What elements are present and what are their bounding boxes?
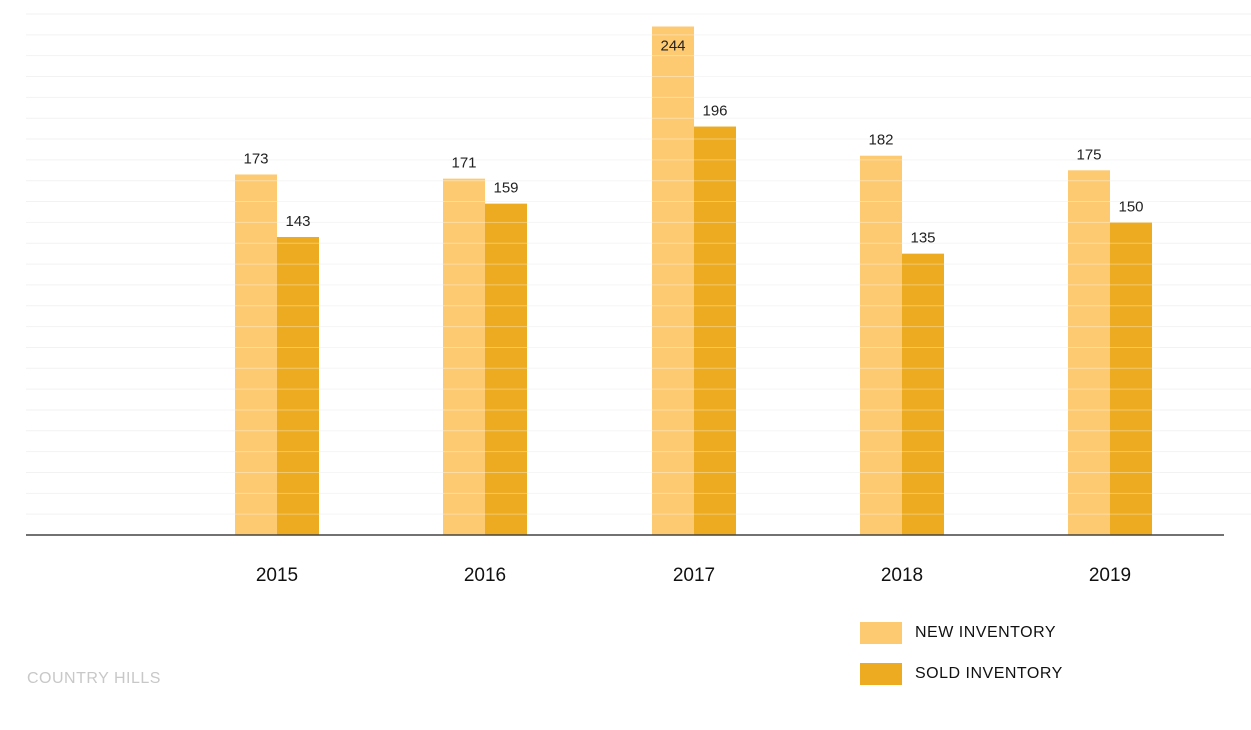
value-label-sold-2015: 143	[285, 213, 310, 230]
bar-sold-2017	[694, 126, 736, 535]
category-label-2016: 2016	[464, 565, 506, 586]
legend-swatch-new-inventory	[860, 622, 902, 644]
bars	[200, 13, 1160, 536]
legend-swatch-sold-inventory	[860, 663, 902, 685]
value-label-sold-2019: 150	[1118, 198, 1143, 215]
value-label-new-2017: 244	[660, 38, 685, 55]
legend-label-sold-inventory: SOLD INVENTORY	[915, 665, 1063, 682]
legend-item-sold-inventory: SOLD INVENTORY	[860, 663, 1063, 685]
value-label-new-2016: 171	[451, 155, 476, 172]
bar-new-2017	[652, 26, 694, 536]
category-label-2015: 2015	[256, 565, 298, 586]
category-label-2019: 2019	[1089, 565, 1131, 586]
category-label-2017: 2017	[673, 565, 715, 586]
category-labels: 2015 2016 2017 2018 2019	[256, 565, 1131, 586]
bar-new-2019	[1068, 170, 1110, 536]
bar-new-2018	[860, 155, 902, 535]
category-label-2018: 2018	[881, 565, 923, 586]
bar-sold-2018	[902, 253, 944, 535]
legend-label-new-inventory: NEW INVENTORY	[915, 624, 1057, 641]
value-label-new-2018: 182	[868, 132, 893, 149]
legend-item-new-inventory: NEW INVENTORY	[860, 622, 1063, 644]
bar-sold-2015	[277, 236, 319, 535]
footer-label: COUNTRY HILLS	[27, 670, 161, 687]
bar-new-2016	[443, 178, 485, 536]
value-label-new-2019: 175	[1076, 146, 1101, 163]
value-labels: 173 143 171 159 244 196 182 135 175 150	[243, 38, 1143, 247]
bar-new-2015	[235, 174, 277, 535]
value-label-sold-2018: 135	[910, 230, 935, 247]
value-label-new-2015: 173	[243, 150, 268, 167]
value-label-sold-2016: 159	[493, 180, 518, 197]
grid-lines	[26, 13, 1251, 515]
value-label-sold-2017: 196	[702, 103, 727, 120]
bar-sold-2019	[1110, 222, 1152, 535]
legend: NEW INVENTORY SOLD INVENTORY	[860, 622, 1063, 704]
bar-sold-2016	[485, 203, 527, 536]
